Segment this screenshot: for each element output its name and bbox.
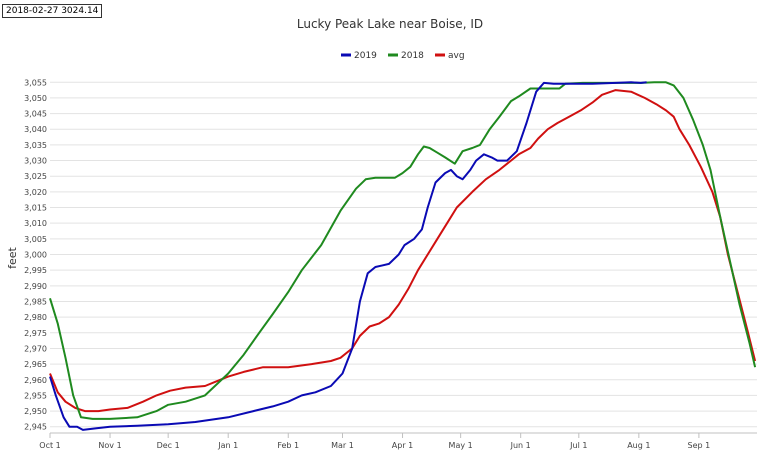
y-tick-label: 3,005 bbox=[24, 235, 47, 244]
x-tick-label: May 1 bbox=[449, 441, 473, 450]
y-tick-label: 2,985 bbox=[24, 297, 47, 306]
hover-tooltip: 2018-02-27 3024.14 bbox=[2, 4, 103, 18]
y-tick-label: 2,980 bbox=[24, 313, 47, 322]
y-tick-label: 3,050 bbox=[24, 94, 47, 103]
y-tick-label: 3,055 bbox=[24, 78, 47, 87]
x-tick-label: Feb 1 bbox=[277, 441, 299, 450]
x-tick-label: Jan 1 bbox=[217, 441, 238, 450]
x-tick-label: Jun 1 bbox=[510, 441, 531, 450]
y-axis-ticks: 2,945 2,950 2,955 2,960 2,965 2,970 2,975 2,980… bbox=[24, 78, 47, 431]
y-tick-label: 3,025 bbox=[24, 172, 47, 181]
x-tick-label: Apr 1 bbox=[392, 441, 413, 450]
x-tick-label: Dec 1 bbox=[157, 441, 180, 450]
series-lines bbox=[49, 81, 757, 431]
y-tick-label: 3,030 bbox=[24, 157, 47, 166]
legend-label-2019[interactable]: 2019 bbox=[354, 51, 377, 61]
y-tick-label: 3,010 bbox=[24, 219, 47, 228]
legend-label-2018[interactable]: 2018 bbox=[401, 51, 424, 61]
y-tick-label: 2,945 bbox=[24, 423, 47, 432]
series-line-avg bbox=[49, 89, 757, 413]
y-axis-label: feet bbox=[6, 246, 19, 268]
y-tick-label: 2,955 bbox=[24, 391, 47, 400]
y-tick-label: 2,965 bbox=[24, 360, 47, 369]
y-tick-label: 2,975 bbox=[24, 329, 47, 338]
y-tick-label: 2,960 bbox=[24, 376, 47, 385]
y-tick-label: 3,015 bbox=[24, 204, 47, 213]
x-tick-label: Mar 1 bbox=[331, 441, 354, 450]
y-tick-label: 3,035 bbox=[24, 141, 47, 150]
legend: 2019 2018 avg bbox=[341, 51, 465, 61]
x-tick-label: Jul 1 bbox=[569, 441, 587, 450]
y-tick-label: 3,020 bbox=[24, 188, 47, 197]
chart-title: Lucky Peak Lake near Boise, ID bbox=[297, 17, 483, 31]
series-line-2019 bbox=[49, 81, 647, 431]
x-tick-label: Sep 1 bbox=[688, 441, 711, 450]
y-tick-label: 2,950 bbox=[24, 407, 47, 416]
tooltip-date: 2018-02-27 bbox=[6, 6, 59, 16]
y-tick-label: 2,990 bbox=[24, 282, 47, 291]
y-tick-label: 3,045 bbox=[24, 110, 47, 119]
legend-label-avg[interactable]: avg bbox=[448, 51, 465, 61]
x-tick-label: Oct 1 bbox=[39, 441, 60, 450]
y-tick-label: 3,040 bbox=[24, 125, 47, 134]
x-tick-label: Aug 1 bbox=[627, 441, 650, 450]
x-tick-label: Nov 1 bbox=[98, 441, 121, 450]
series-line-2018 bbox=[49, 81, 757, 420]
y-tick-label: 3,000 bbox=[24, 251, 47, 260]
y-tick-label: 2,970 bbox=[24, 344, 47, 353]
tooltip-value: 3024.14 bbox=[61, 6, 99, 16]
y-tick-label: 2,995 bbox=[24, 266, 47, 275]
x-axis-ticks: Oct 1 Nov 1 Dec 1 Jan 1 Feb 1 Mar 1 Apr 1 May 1… bbox=[39, 433, 710, 450]
grid-lines bbox=[50, 81, 757, 428]
